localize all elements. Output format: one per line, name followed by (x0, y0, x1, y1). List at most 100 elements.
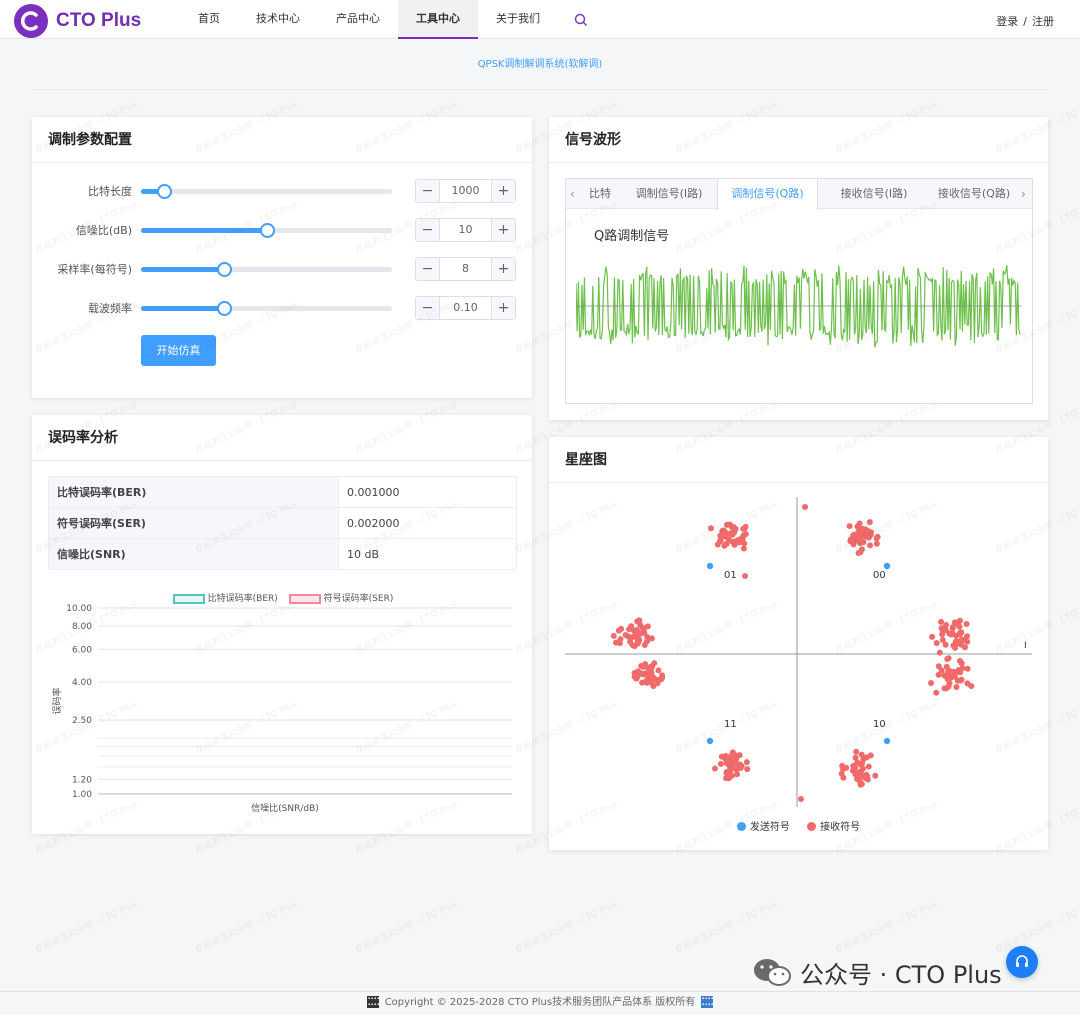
decrement-button[interactable]: − (416, 219, 440, 241)
login-link[interactable]: 登录 (996, 15, 1019, 28)
waveform-tabs: ‹ 比特 调制信号(I路) 调制信号(Q路) 接收信号(I路) 接收信号(Q路)… (565, 178, 1033, 404)
constellation-card: 星座图 00 01 11 10 I 发送符号 接收符号 (549, 437, 1048, 850)
carrier-freq-slider[interactable] (141, 301, 392, 316)
received-symbol-point (717, 532, 724, 539)
snr-input[interactable]: 10 (458, 223, 473, 236)
wechat-watermark: 公众号 · CTO Plus (752, 955, 1002, 990)
received-symbol-point (743, 759, 750, 766)
received-symbol-point (610, 632, 617, 639)
received-symbol-point (953, 638, 960, 645)
received-symbol-point (625, 633, 632, 640)
sample-rate-input[interactable]: 8 (462, 262, 469, 275)
wechat-icon (754, 958, 791, 986)
main-nav: 首页 技术中心 产品中心 工具中心 关于我们 (180, 0, 596, 39)
received-symbol-point (942, 641, 949, 648)
received-symbol-point (648, 676, 655, 683)
received-symbol-point (958, 641, 965, 648)
tab-rx-q[interactable]: 接收信号(Q路) (937, 187, 1011, 200)
received-symbol-point (858, 530, 865, 537)
received-symbol-point (707, 525, 714, 532)
ber-analysis-card: 误码率分析 比特误码率(BER) 0.001000 符号误码率(SER) 0.0… (32, 415, 532, 834)
nav-item-tech[interactable]: 技术中心 (256, 12, 300, 25)
received-symbol-point (740, 545, 747, 552)
received-symbol-point (729, 763, 736, 770)
legend-label-tx: 发送符号 (749, 822, 790, 833)
title-divider (32, 89, 1048, 90)
constellation-plot (565, 497, 1032, 807)
received-symbol-point (953, 684, 960, 691)
legend-dot-tx (736, 822, 746, 831)
slider-thumb[interactable] (156, 184, 172, 199)
legend-item-ber[interactable]: 比特误码率(BER) (172, 593, 281, 604)
received-symbol-point (858, 773, 865, 780)
legend-item-ser[interactable]: 符号误码率(SER) (288, 593, 393, 604)
quadrant-label-10: 10 (873, 719, 886, 730)
tab-mod-q[interactable]: 调制信号(Q路) (717, 179, 818, 210)
received-symbol-point (941, 672, 948, 679)
decrement-button[interactable]: − (416, 180, 440, 202)
increment-button[interactable]: + (491, 219, 515, 241)
legend-dot-rx (807, 822, 817, 831)
ber-value: 0.001000 (338, 476, 517, 508)
tab-rx-i[interactable]: 接收信号(I路) (840, 187, 908, 200)
tab-next-icon[interactable]: › (1021, 187, 1026, 201)
nav-item-tools[interactable]: 工具中心 (398, 0, 478, 39)
tab-mod-i[interactable]: 调制信号(I路) (635, 187, 703, 200)
axis-label-i: I (1024, 641, 1027, 651)
snr-slider[interactable] (141, 223, 392, 238)
constellation-title: 星座图 (549, 437, 1048, 483)
ser-key: 符号误码率(SER) (48, 507, 339, 539)
ber-analysis-title: 误码率分析 (32, 415, 532, 461)
sent-symbol-point (883, 562, 891, 570)
received-symbol-point (958, 676, 965, 683)
waveform-plot (576, 265, 1021, 348)
received-symbol-point (944, 655, 951, 662)
increment-button[interactable]: + (491, 297, 515, 319)
received-symbol-point (655, 667, 662, 674)
slider-thumb[interactable] (216, 262, 232, 277)
tab-prev-icon[interactable]: ‹ (570, 187, 575, 201)
tab-bar: ‹ 比特 调制信号(I路) 调制信号(Q路) 接收信号(I路) 接收信号(Q路)… (566, 179, 1032, 210)
received-symbol-point (616, 640, 623, 647)
received-symbol-point (860, 539, 867, 546)
slider-thumb[interactable] (259, 223, 275, 238)
nav-item-about[interactable]: 关于我们 (496, 12, 540, 25)
sample-rate-slider[interactable] (141, 262, 392, 277)
qr-code-icon (701, 996, 714, 1008)
slider-thumb[interactable] (216, 301, 232, 316)
received-symbol-point (640, 625, 647, 632)
received-symbol-point (627, 638, 634, 645)
received-symbol-point (872, 772, 879, 779)
y-tick-label: 1.00 (72, 790, 92, 800)
legend-item-rx[interactable]: 接收符号 (807, 822, 860, 833)
legend-item-tx[interactable]: 发送符号 (736, 822, 790, 833)
received-symbol-point (742, 523, 749, 530)
nav-item-home[interactable]: 首页 (198, 12, 220, 25)
bit-length-input[interactable]: 1000 (451, 184, 480, 197)
decrement-button[interactable]: − (416, 258, 440, 280)
tab-bits[interactable]: 比特 (589, 187, 611, 200)
sent-symbol-point (883, 737, 891, 745)
start-simulation-button[interactable]: 开始仿真 (141, 335, 216, 366)
register-link[interactable]: 注册 (1032, 15, 1054, 28)
decrement-button[interactable]: − (416, 297, 440, 319)
increment-button[interactable]: + (491, 258, 515, 280)
received-symbol-point (636, 617, 643, 624)
received-symbol-point (859, 765, 866, 772)
brand-logo[interactable]: CTO Plus (14, 4, 141, 38)
page-footer: Copyright © 2025-2028 CTO Plus技术服务团队产品体系… (0, 991, 1080, 1015)
received-symbol-point (847, 538, 854, 545)
x-axis-label: 信噪比(SNR/dB) (251, 802, 319, 814)
increment-button[interactable]: + (491, 180, 515, 202)
received-symbol-point (956, 629, 963, 636)
received-symbol-point (958, 636, 965, 643)
bit-length-slider[interactable] (141, 184, 392, 199)
search-icon[interactable] (566, 0, 596, 39)
customer-service-button[interactable] (1006, 946, 1038, 978)
nav-item-products[interactable]: 产品中心 (336, 12, 380, 25)
watermark-text: 欢迎关注公众号 · CTO Plus (673, 899, 780, 956)
received-symbol-point (945, 674, 952, 681)
carrier-freq-input[interactable]: 0.10 (453, 301, 478, 314)
received-symbol-point (935, 671, 942, 678)
received-symbol-point (846, 523, 853, 530)
